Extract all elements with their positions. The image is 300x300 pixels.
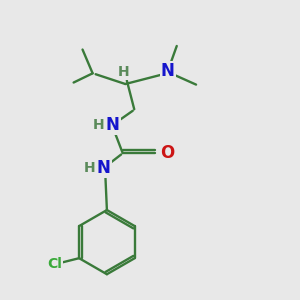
Text: Cl: Cl (47, 256, 62, 271)
Text: H: H (93, 118, 104, 132)
Text: H: H (118, 65, 130, 79)
Text: N: N (97, 159, 111, 177)
Text: H: H (84, 161, 95, 175)
Text: O: O (160, 144, 174, 162)
Text: N: N (161, 62, 175, 80)
Text: N: N (106, 116, 120, 134)
